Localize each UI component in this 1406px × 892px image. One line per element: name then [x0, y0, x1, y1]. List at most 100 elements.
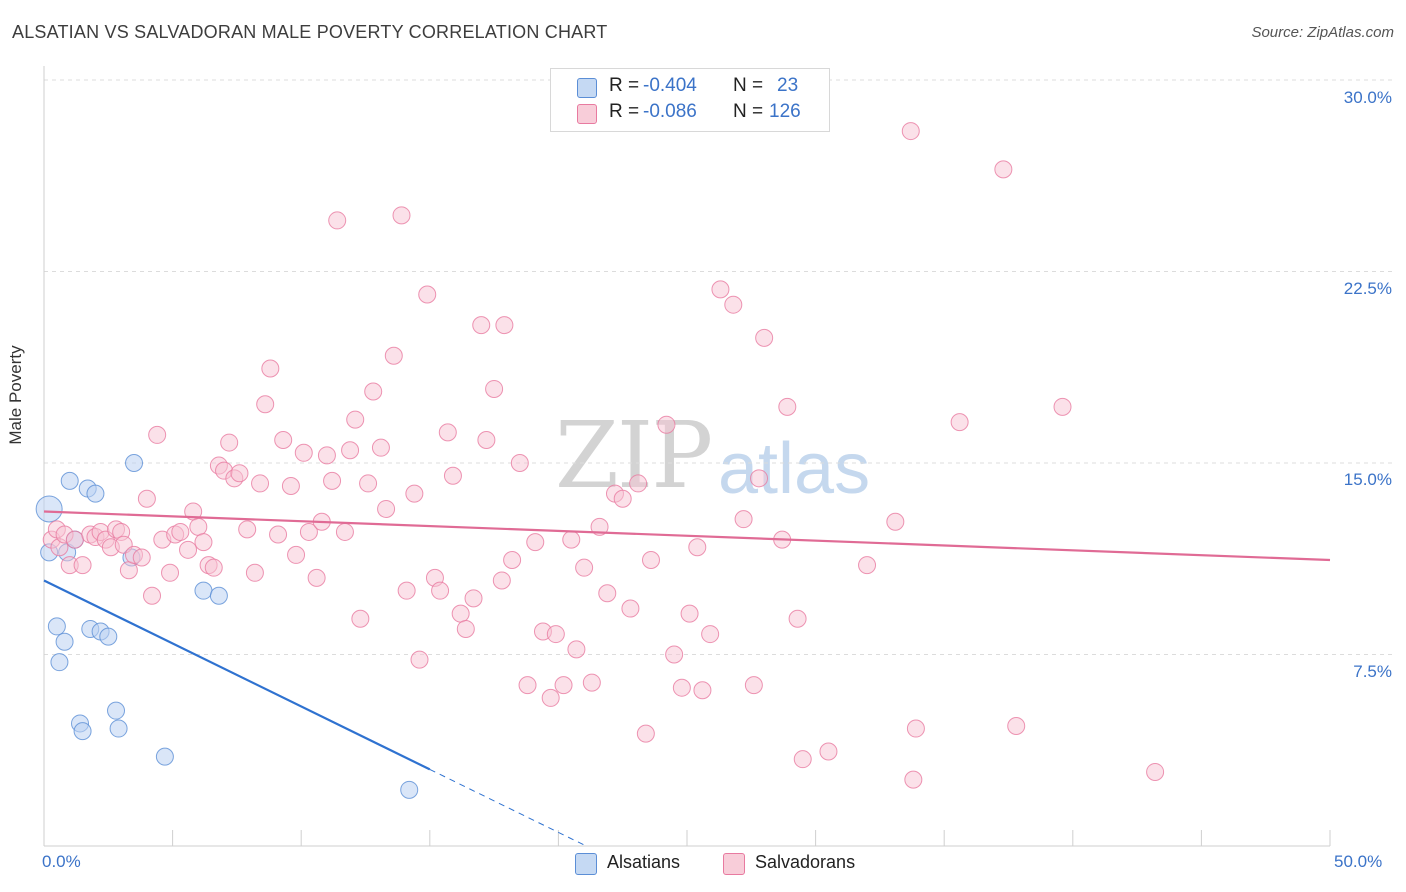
- data-point: [410, 650, 429, 669]
- data-point: [1146, 762, 1165, 781]
- legend-swatch: [575, 853, 597, 875]
- data-point: [778, 397, 797, 416]
- data-point: [261, 359, 280, 378]
- chart-source: Source: ZipAtlas.com: [1251, 24, 1394, 41]
- data-point: [636, 724, 655, 743]
- data-point: [60, 471, 79, 490]
- data-point: [431, 581, 450, 600]
- y-axis-label: Male Poverty: [6, 345, 25, 445]
- data-point: [734, 510, 753, 529]
- data-point: [693, 681, 712, 700]
- legend-n-value: 126: [769, 101, 801, 122]
- data-point: [119, 561, 138, 580]
- data-point: [99, 627, 118, 646]
- data-point: [582, 673, 601, 692]
- legend-r-value: -0.404: [643, 75, 697, 96]
- trend-line: [43, 579, 431, 771]
- data-point: [371, 438, 390, 457]
- legend-swatch: [723, 853, 745, 875]
- data-point: [281, 476, 300, 495]
- data-point: [485, 379, 504, 398]
- data-point: [323, 471, 342, 490]
- legend-r-label: R =: [609, 75, 640, 96]
- data-point: [788, 609, 807, 628]
- data-point: [245, 563, 264, 582]
- data-point: [189, 517, 208, 536]
- data-point: [562, 530, 581, 549]
- data-point: [125, 454, 144, 472]
- data-point: [351, 609, 370, 628]
- data-point: [629, 474, 648, 493]
- data-point: [220, 433, 239, 452]
- data-point: [567, 640, 586, 659]
- data-point: [701, 625, 720, 644]
- data-point: [194, 581, 213, 600]
- data-point: [256, 395, 275, 414]
- data-point: [73, 722, 92, 741]
- legend-label: Salvadorans: [755, 852, 856, 872]
- data-point: [472, 316, 491, 335]
- legend-r-value: -0.086: [643, 101, 697, 122]
- legend-n-label: N =: [733, 75, 764, 96]
- data-point: [335, 522, 354, 541]
- data-point: [613, 489, 632, 508]
- data-point: [755, 328, 774, 347]
- data-point: [328, 211, 347, 230]
- correlation-legend: R = -0.404 N = 23 R = -0.086 N = 126: [550, 68, 830, 132]
- data-point: [665, 645, 684, 664]
- data-point: [510, 454, 529, 472]
- data-point: [711, 280, 730, 299]
- trend-line-extension: [429, 768, 585, 846]
- data-point: [109, 719, 128, 738]
- data-point: [688, 538, 707, 557]
- watermark-atlas: atlas: [718, 429, 871, 509]
- data-point: [204, 558, 223, 577]
- data-point: [443, 466, 462, 485]
- data-point: [307, 568, 326, 587]
- data-point: [405, 484, 424, 503]
- y-tick-label: 7.5%: [1353, 662, 1392, 681]
- data-point: [47, 617, 66, 636]
- data-point: [575, 558, 594, 577]
- data-point: [397, 581, 416, 600]
- data-point: [793, 750, 812, 769]
- data-point: [287, 545, 306, 564]
- data-point: [65, 530, 84, 549]
- data-point: [209, 586, 228, 605]
- legend-n-value: 23: [777, 75, 799, 96]
- trend-line: [43, 510, 1331, 562]
- data-point: [55, 632, 74, 651]
- data-point: [107, 701, 126, 720]
- data-point: [518, 676, 537, 695]
- data-point: [346, 410, 365, 429]
- data-point: [294, 443, 313, 462]
- data-point: [392, 206, 411, 225]
- data-point: [994, 160, 1013, 179]
- data-point: [179, 540, 198, 559]
- chart-title: ALSATIAN VS SALVADORAN MALE POVERTY CORR…: [12, 22, 608, 42]
- data-point: [904, 770, 923, 789]
- data-point: [858, 556, 877, 575]
- data-point: [750, 469, 769, 488]
- data-point: [451, 604, 470, 623]
- data-point: [680, 604, 699, 623]
- legend-r-label: R =: [609, 101, 640, 122]
- data-point: [819, 742, 838, 761]
- data-point: [526, 533, 545, 552]
- data-point: [341, 441, 360, 460]
- legend-swatch: [577, 78, 597, 98]
- data-point: [86, 484, 105, 503]
- data-point: [238, 520, 257, 539]
- data-point: [546, 625, 565, 644]
- data-point: [384, 346, 403, 365]
- data-point: [230, 464, 249, 483]
- data-point: [317, 446, 336, 465]
- data-point: [155, 747, 174, 766]
- y-tick-label: 22.5%: [1343, 279, 1392, 298]
- data-point: [148, 425, 167, 444]
- data-point: [901, 122, 920, 141]
- data-point: [672, 678, 691, 697]
- data-point: [456, 619, 475, 638]
- data-point: [1007, 716, 1026, 735]
